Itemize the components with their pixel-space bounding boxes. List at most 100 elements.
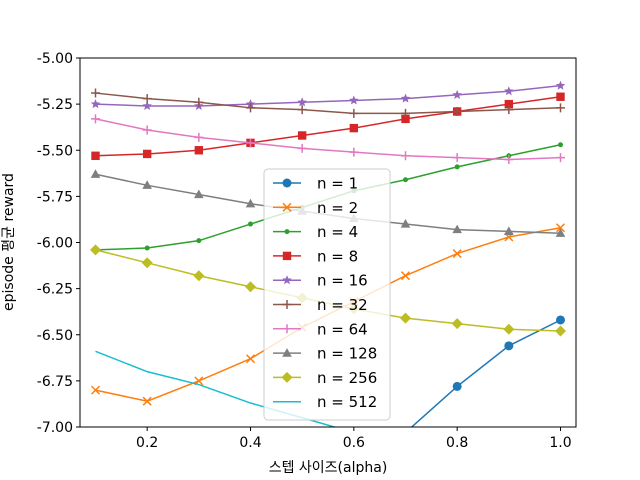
data-point-n-2 <box>452 249 462 259</box>
data-point-n-32 <box>504 105 514 115</box>
data-point-n-64 <box>246 138 255 148</box>
legend-marker-n-2 <box>282 202 292 212</box>
legend-marker-n-1 <box>282 178 292 188</box>
data-point-n-64 <box>297 143 307 153</box>
y-tick-label: -7.00 <box>37 420 73 436</box>
data-point-n-16 <box>452 89 462 99</box>
data-point-n-16 <box>400 93 411 103</box>
series-line-n-1 <box>410 319 561 427</box>
data-point-n-2 <box>555 223 566 233</box>
series-n-64 <box>91 114 565 164</box>
data-point-n-8 <box>142 149 152 159</box>
data-point-n-128 <box>400 219 411 228</box>
series-line-n-8 <box>95 95 561 157</box>
data-point-n-128 <box>504 226 514 236</box>
data-point-n-32 <box>556 103 565 113</box>
data-point-n-32 <box>297 105 307 115</box>
data-point-n-1 <box>401 428 410 437</box>
data-point-n-1 <box>556 315 565 325</box>
y-tick-label: -6.50 <box>37 328 73 344</box>
data-point-n-256 <box>141 257 153 269</box>
data-point-n-64 <box>504 154 514 164</box>
data-point-n-16 <box>297 97 307 107</box>
x-axis-label: 스텝 사이즈(alpha) <box>269 460 388 476</box>
legend-marker-n-8 <box>282 251 292 261</box>
data-point-n-8 <box>349 123 359 133</box>
legend-item-n-4: n = 4 <box>273 223 358 241</box>
data-point-n-256 <box>90 244 101 256</box>
data-point-n-2 <box>90 385 101 395</box>
legend-item-n-512: n = 512 <box>273 393 377 411</box>
legend-label-n-256: n = 256 <box>317 369 377 387</box>
data-point-n-64 <box>556 153 565 163</box>
y-tick-label: -5.75 <box>37 189 73 205</box>
legend-item-n-8: n = 8 <box>273 247 358 265</box>
data-point-n-64 <box>452 153 462 163</box>
legend-label-n-64: n = 64 <box>317 320 368 338</box>
legend-item-n-32: n = 32 <box>273 296 368 314</box>
data-point-n-256 <box>400 312 411 324</box>
legend-marker-n-32 <box>282 300 292 309</box>
legend-item-n-2: n = 2 <box>273 199 358 217</box>
series-n-32 <box>91 88 565 118</box>
data-point-n-64 <box>91 114 100 124</box>
data-point-n-4 <box>248 221 253 227</box>
data-point-n-16 <box>555 80 566 90</box>
data-point-n-8 <box>91 151 100 160</box>
series-line-n-32 <box>95 92 561 115</box>
data-point-n-128 <box>555 228 566 237</box>
legend-marker-n-128 <box>282 348 292 357</box>
legend-label-n-8: n = 8 <box>317 247 358 265</box>
data-point-n-128 <box>142 180 152 189</box>
data-point-n-1 <box>504 341 514 351</box>
data-point-n-2 <box>400 271 411 281</box>
series-n-1 <box>401 315 565 437</box>
x-tick-label: 0.8 <box>446 435 468 451</box>
y-tick-label: -5.25 <box>37 97 73 113</box>
series-line-n-64 <box>95 118 561 161</box>
data-point-n-2 <box>142 396 152 406</box>
data-point-n-128 <box>90 169 101 178</box>
legend-label-n-128: n = 128 <box>317 345 377 363</box>
plot-area <box>90 80 566 437</box>
y-tick-label: -6.75 <box>37 374 73 390</box>
data-point-n-32 <box>246 103 255 113</box>
legend-label-n-512: n = 512 <box>317 393 377 411</box>
data-point-n-32 <box>401 108 410 118</box>
data-point-n-64 <box>142 125 152 135</box>
data-point-n-1 <box>452 381 462 391</box>
data-point-n-16 <box>504 86 514 96</box>
legend-label-n-4: n = 4 <box>317 223 358 241</box>
data-point-n-32 <box>91 88 100 98</box>
data-point-n-256 <box>245 281 256 293</box>
data-point-n-256 <box>503 323 515 335</box>
y-axis-label: episode 평균 reward <box>1 173 17 311</box>
data-point-n-32 <box>142 94 152 104</box>
data-point-n-64 <box>194 132 204 142</box>
legend-label-n-1: n = 1 <box>317 175 358 193</box>
legend-item-n-64: n = 64 <box>273 320 368 338</box>
data-point-n-16 <box>142 100 152 111</box>
y-tick-label: -6.00 <box>37 236 73 252</box>
legend-item-n-1: n = 1 <box>273 175 358 193</box>
x-tick-label: 0.6 <box>343 435 365 451</box>
x-tick-label: 0.4 <box>239 435 261 451</box>
legend-marker-n-256 <box>281 371 293 383</box>
data-point-n-2 <box>245 354 256 364</box>
y-tick-label: -6.25 <box>37 282 73 298</box>
x-tick-label: 0.2 <box>136 435 158 451</box>
data-point-n-256 <box>193 270 205 282</box>
legend: n = 1 n = 2 n = 4 n = 8 n = 16 n = 32 n = 64 n … <box>263 168 391 421</box>
legend-label-n-16: n = 16 <box>317 272 368 290</box>
data-point-n-8 <box>401 114 410 124</box>
data-point-n-4 <box>144 245 150 251</box>
legend-item-n-16: n = 16 <box>273 272 368 290</box>
data-point-n-4 <box>196 238 202 244</box>
y-tick-label: -5.00 <box>37 51 73 67</box>
legend-marker-n-64 <box>282 324 292 334</box>
data-point-n-64 <box>401 151 410 161</box>
data-point-n-32 <box>349 108 359 118</box>
data-point-n-64 <box>349 147 359 157</box>
series-line-n-16 <box>95 84 561 107</box>
